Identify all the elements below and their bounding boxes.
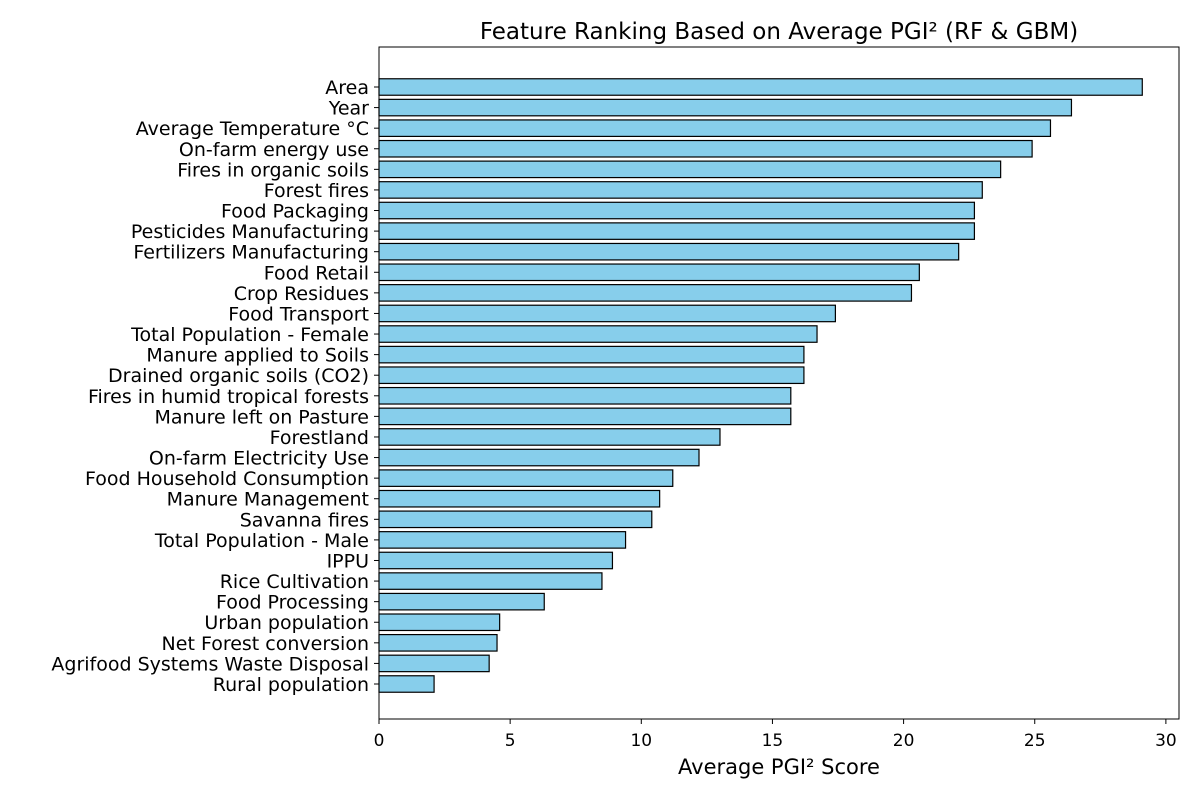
bar	[378, 181, 983, 199]
category-label: Urban population	[204, 612, 369, 634]
bar	[378, 592, 545, 611]
bar	[378, 572, 603, 590]
category-label: Year	[328, 98, 369, 120]
bar	[378, 613, 501, 632]
category-label: Manure applied to Soils	[146, 345, 369, 367]
category-label: Drained organic soils (CO2)	[108, 365, 369, 387]
category-label: Manure Management	[167, 489, 369, 511]
category-label: Pesticides Manufacturing	[131, 221, 369, 243]
category-label: Food Household Consumption	[85, 468, 369, 490]
bar	[378, 139, 1033, 158]
category-label: Food Transport	[228, 303, 369, 325]
x-axis-label: Average PGI² Score	[678, 755, 880, 779]
x-tick-label: 30	[1155, 731, 1177, 751]
category-label: IPPU	[327, 550, 369, 572]
bar	[378, 428, 721, 446]
category-label: Fires in humid tropical forests	[88, 386, 369, 408]
bar	[378, 469, 674, 487]
x-tick-label: 5	[505, 731, 516, 751]
x-tick-label: 25	[1024, 731, 1046, 751]
category-label: Average Temperature °C	[136, 118, 369, 140]
bar	[378, 448, 700, 467]
category-label: Rural population	[213, 674, 369, 696]
bar	[378, 325, 818, 343]
bar	[378, 263, 920, 282]
bar	[378, 78, 1143, 96]
bar	[378, 407, 792, 426]
category-label: Total Population - Male	[154, 530, 369, 552]
bar	[378, 366, 805, 385]
bar	[378, 222, 976, 240]
bar	[378, 284, 913, 302]
x-tick-label: 10	[630, 731, 652, 751]
x-axis-ticks-group: 0 5 10 15 20 25 30	[374, 719, 1177, 751]
category-label: Agrifood Systems Waste Disposal	[51, 653, 369, 675]
category-label: Area	[325, 77, 369, 99]
bars-group	[378, 78, 1143, 693]
category-label: Food Retail	[264, 262, 369, 284]
category-label: Food Processing	[216, 592, 369, 614]
bar	[378, 345, 805, 364]
category-label: Net Forest conversion	[162, 633, 369, 655]
bar	[378, 489, 661, 508]
bar	[378, 386, 792, 405]
chart-title: Feature Ranking Based on Average PGI² (R…	[480, 19, 1078, 45]
category-label: Crop Residues	[234, 283, 369, 305]
category-label: On-farm energy use	[179, 139, 369, 161]
bar	[378, 531, 627, 549]
bar	[378, 510, 653, 529]
bar	[378, 304, 836, 323]
x-tick-label: 0	[374, 731, 385, 751]
category-label: Manure left on Pasture	[155, 406, 369, 428]
category-label: Fertilizers Manufacturing	[133, 242, 369, 264]
plot-frame	[378, 46, 1180, 720]
category-label: Rice Cultivation	[220, 571, 369, 593]
category-label: Total Population - Female	[130, 324, 369, 346]
x-tick-label: 20	[893, 731, 915, 751]
bar	[378, 633, 498, 652]
category-label: Forest fires	[264, 180, 369, 202]
bar	[378, 242, 960, 261]
category-label: Food Packaging	[221, 201, 369, 223]
category-label: Forestland	[270, 427, 369, 449]
bar	[378, 551, 614, 570]
category-label: On-farm Electricity Use	[149, 448, 369, 470]
bar	[378, 119, 1052, 138]
category-label: Fires in organic soils	[177, 159, 369, 181]
x-tick-label: 15	[762, 731, 784, 751]
bar	[378, 201, 976, 220]
bar	[378, 98, 1073, 117]
bar	[378, 654, 490, 673]
category-label: Savanna fires	[240, 509, 369, 531]
bar	[378, 160, 1002, 179]
bar	[378, 675, 435, 693]
